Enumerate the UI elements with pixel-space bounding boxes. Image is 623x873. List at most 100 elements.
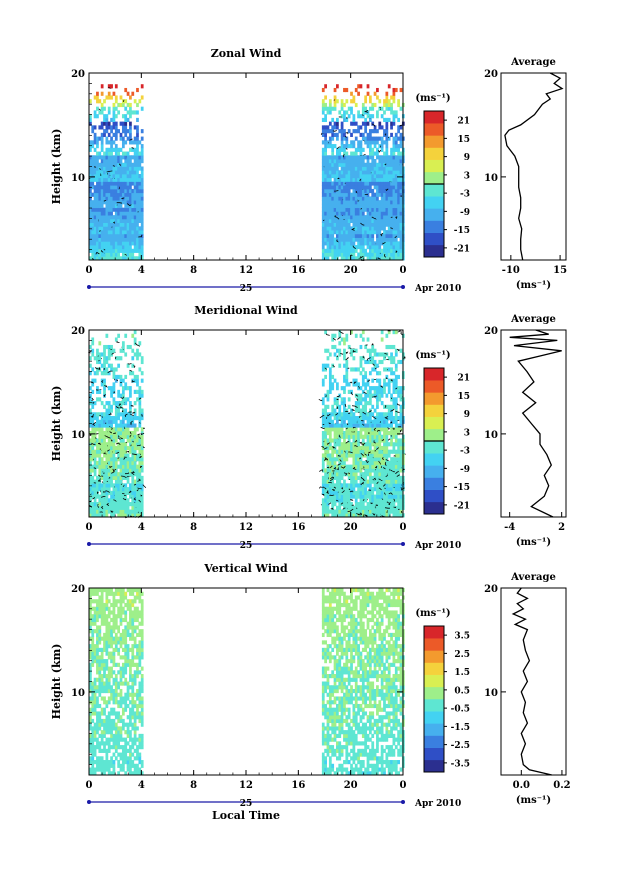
- zonal-cell: [361, 132, 365, 137]
- meridional-contour-stroke: [377, 460, 382, 465]
- zonal-cell: [359, 166, 363, 171]
- zonal-cell: [333, 181, 337, 186]
- zonal-cell: [399, 192, 403, 197]
- zonal-cell: [357, 91, 360, 96]
- zonal-cell: [114, 218, 118, 223]
- meridional-contour-stroke: [105, 435, 111, 439]
- meridional-cell: [380, 434, 384, 439]
- meridional-cell: [392, 460, 396, 466]
- meridional-contour-stroke: [322, 486, 327, 490]
- meridional-cell: [105, 359, 109, 365]
- zonal-cell: [129, 188, 132, 194]
- vertical-cell: [91, 700, 95, 705]
- zonal-cell: [98, 162, 102, 167]
- meridional-cell: [364, 374, 368, 380]
- meridional-cell: [98, 460, 102, 466]
- meridional-contour-stroke: [128, 490, 133, 494]
- meridional-cell: [98, 483, 102, 488]
- zonal-cell: [359, 170, 363, 175]
- vertical-cell: [93, 621, 97, 626]
- zonal-cell: [103, 151, 106, 156]
- meridional-cell: [121, 401, 125, 406]
- zonal-cell: [371, 233, 375, 238]
- zonal-colorbar-label: 21: [457, 117, 470, 127]
- meridional-cell: [89, 479, 92, 484]
- meridional-cell: [324, 438, 327, 443]
- zonal-cell: [133, 173, 137, 179]
- zonal-cell: [119, 241, 123, 246]
- meridional-cell: [117, 416, 121, 421]
- meridional-cell: [105, 333, 109, 338]
- zonal-cell: [326, 218, 330, 223]
- zonal-cell: [107, 248, 111, 253]
- meridional-cell: [338, 464, 342, 469]
- meridional-cell: [394, 457, 398, 462]
- meridional-cell: [373, 348, 377, 353]
- zonal-cell: [110, 237, 113, 242]
- meridional-contour-stroke: [130, 404, 134, 407]
- meridional-cell: [136, 434, 139, 439]
- zonal-cell: [138, 166, 142, 171]
- meridional-cell: [350, 449, 353, 454]
- zonal-cell: [350, 170, 353, 175]
- zonal-cell: [366, 256, 370, 261]
- meridional-cell: [112, 442, 116, 447]
- meridional-cell: [368, 487, 372, 492]
- zonal-cell: [392, 151, 396, 156]
- zonal-cell: [103, 170, 106, 175]
- zonal-cell: [326, 166, 330, 171]
- zonal-cell: [368, 245, 372, 250]
- meridional-contour-stroke: [97, 491, 99, 495]
- zonal-cell: [394, 222, 398, 227]
- zonal-cell: [110, 192, 113, 197]
- meridional-cell: [378, 464, 382, 469]
- meridional-cell: [397, 472, 400, 477]
- zonal-cell: [114, 248, 118, 253]
- vertical-cell: [98, 703, 102, 709]
- zonal-cell: [345, 181, 349, 186]
- meridional-cell: [138, 412, 142, 417]
- zonal-cell: [385, 155, 389, 160]
- meridional-cell: [121, 378, 125, 383]
- meridional-contour-stroke: [395, 471, 399, 475]
- meridional-cell: [119, 464, 123, 469]
- zonal-cell: [357, 173, 360, 179]
- zonal-cell: [89, 166, 92, 171]
- zonal-cell: [373, 162, 377, 167]
- meridional-cell: [107, 457, 111, 462]
- meridional-cell: [126, 419, 130, 424]
- meridional-cell: [91, 487, 95, 492]
- meridional-cell: [352, 509, 356, 514]
- zonal-cell: [333, 99, 337, 104]
- meridional-cell: [117, 487, 121, 492]
- meridional-cell: [117, 393, 121, 398]
- meridional-cell: [368, 393, 372, 398]
- meridional-cell: [373, 389, 377, 394]
- zonal-cell: [324, 95, 327, 100]
- zonal-cell: [96, 211, 99, 216]
- zonal-cell: [140, 245, 144, 250]
- zonal-cell: [378, 173, 382, 179]
- meridional-cell: [364, 382, 368, 387]
- meridional-cell: [129, 401, 132, 406]
- meridional-colorbar-segment: [424, 453, 444, 466]
- zonal-cell: [110, 162, 113, 167]
- zonal-cell: [364, 99, 368, 104]
- zonal-contour-stroke: [332, 130, 337, 132]
- meridional-cell: [354, 434, 358, 439]
- zonal-cell: [340, 129, 344, 134]
- meridional-cell: [397, 509, 400, 514]
- zonal-cell: [333, 95, 337, 100]
- meridional-cell: [368, 427, 372, 432]
- meridional-cell: [350, 453, 353, 458]
- meridional-cell: [331, 453, 335, 458]
- meridional-cell: [321, 490, 325, 495]
- meridional-cell: [366, 430, 370, 436]
- meridional-cell: [380, 487, 384, 492]
- zonal-cell: [114, 241, 118, 246]
- zonal-cell: [371, 256, 375, 261]
- meridional-cell: [112, 475, 116, 480]
- vertical-cell: [89, 707, 92, 712]
- zonal-cell: [117, 151, 121, 156]
- zonal-cell: [392, 185, 396, 190]
